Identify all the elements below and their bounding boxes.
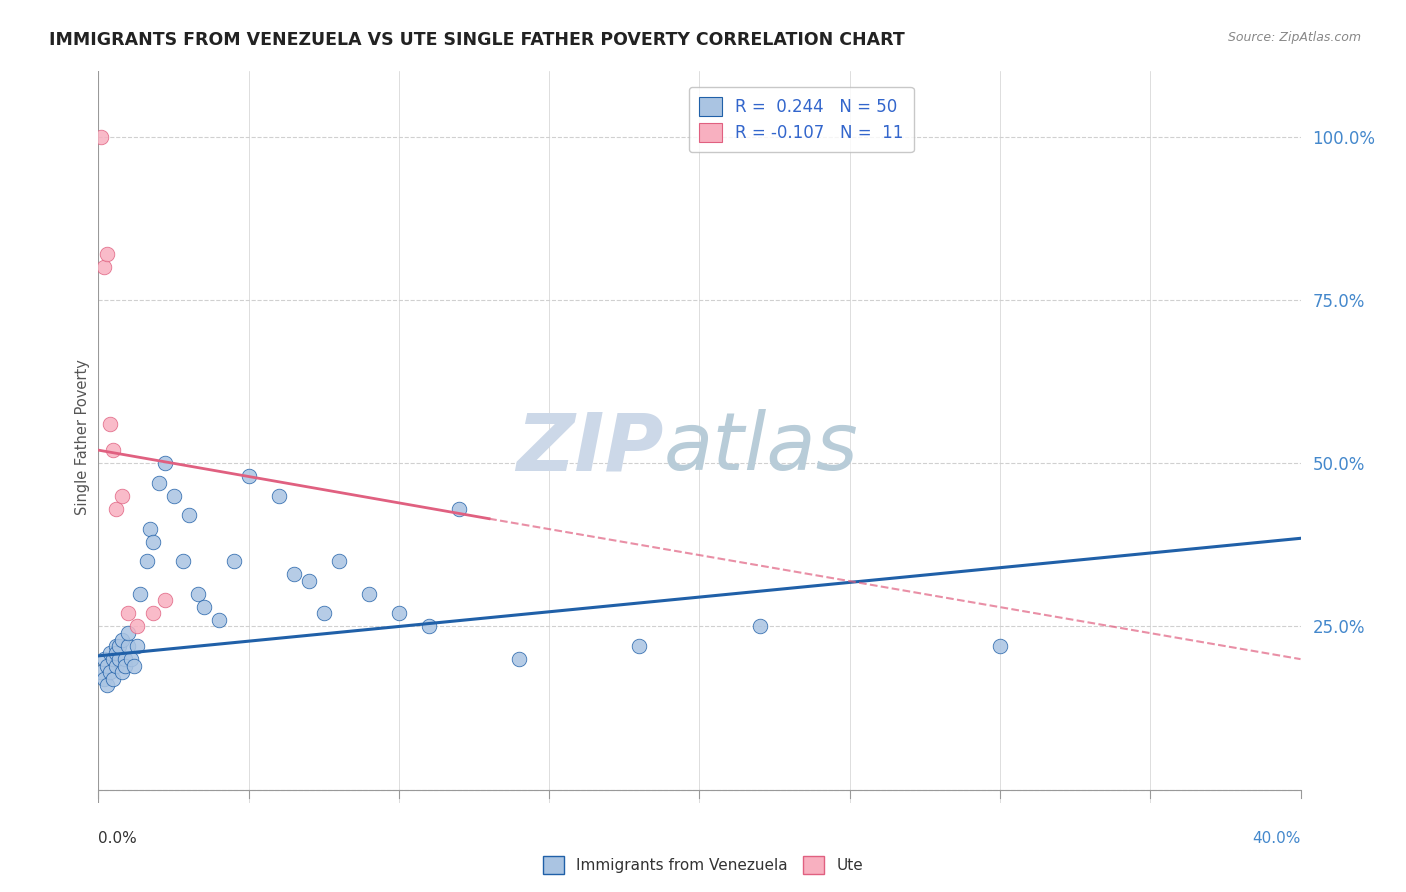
- Point: [93, 672, 115, 686]
- Point: [148, 475, 170, 490]
- Legend: Immigrants from Venezuela, Ute: Immigrants from Venezuela, Ute: [537, 850, 869, 880]
- Point: [96, 247, 118, 261]
- Point: [447, 502, 470, 516]
- Point: [129, 587, 152, 601]
- Point: [328, 554, 350, 568]
- Point: [187, 587, 209, 601]
- Point: [193, 599, 215, 614]
- Point: [124, 658, 146, 673]
- Text: Source: ZipAtlas.com: Source: ZipAtlas.com: [1227, 31, 1361, 45]
- Point: [748, 619, 770, 633]
- Point: [117, 607, 139, 621]
- Point: [153, 456, 176, 470]
- Point: [222, 554, 245, 568]
- Legend: R =  0.244   N = 50, R = -0.107   N =  11: R = 0.244 N = 50, R = -0.107 N = 11: [689, 87, 914, 153]
- Point: [238, 469, 260, 483]
- Point: [105, 658, 128, 673]
- Point: [267, 489, 290, 503]
- Point: [114, 658, 136, 673]
- Point: [162, 489, 184, 503]
- Point: [172, 554, 194, 568]
- Point: [103, 672, 125, 686]
- Point: [96, 678, 118, 692]
- Point: [96, 658, 118, 673]
- Point: [208, 613, 231, 627]
- Text: 0.0%: 0.0%: [98, 831, 138, 846]
- Point: [298, 574, 321, 588]
- Point: [111, 489, 134, 503]
- Point: [283, 567, 305, 582]
- Point: [988, 639, 1011, 653]
- Point: [90, 665, 112, 680]
- Point: [111, 632, 134, 647]
- Point: [138, 521, 160, 535]
- Point: [93, 260, 115, 275]
- Y-axis label: Single Father Poverty: Single Father Poverty: [75, 359, 90, 515]
- Point: [628, 639, 651, 653]
- Point: [117, 626, 139, 640]
- Point: [103, 443, 125, 458]
- Point: [127, 619, 149, 633]
- Point: [90, 129, 112, 144]
- Point: [117, 639, 139, 653]
- Point: [108, 652, 131, 666]
- Point: [103, 652, 125, 666]
- Point: [177, 508, 200, 523]
- Point: [508, 652, 530, 666]
- Point: [357, 587, 380, 601]
- Point: [418, 619, 440, 633]
- Point: [114, 652, 136, 666]
- Point: [127, 639, 149, 653]
- Point: [141, 607, 163, 621]
- Text: 40.0%: 40.0%: [1253, 831, 1301, 846]
- Point: [100, 417, 122, 431]
- Point: [312, 607, 335, 621]
- Text: atlas: atlas: [664, 409, 858, 487]
- Point: [111, 665, 134, 680]
- Text: ZIP: ZIP: [516, 409, 664, 487]
- Point: [388, 607, 411, 621]
- Point: [105, 646, 128, 660]
- Point: [141, 534, 163, 549]
- Point: [121, 652, 143, 666]
- Point: [93, 652, 115, 666]
- Point: [135, 554, 157, 568]
- Point: [105, 639, 128, 653]
- Point: [105, 502, 128, 516]
- Point: [108, 639, 131, 653]
- Point: [153, 593, 176, 607]
- Point: [100, 665, 122, 680]
- Point: [100, 646, 122, 660]
- Text: IMMIGRANTS FROM VENEZUELA VS UTE SINGLE FATHER POVERTY CORRELATION CHART: IMMIGRANTS FROM VENEZUELA VS UTE SINGLE …: [49, 31, 905, 49]
